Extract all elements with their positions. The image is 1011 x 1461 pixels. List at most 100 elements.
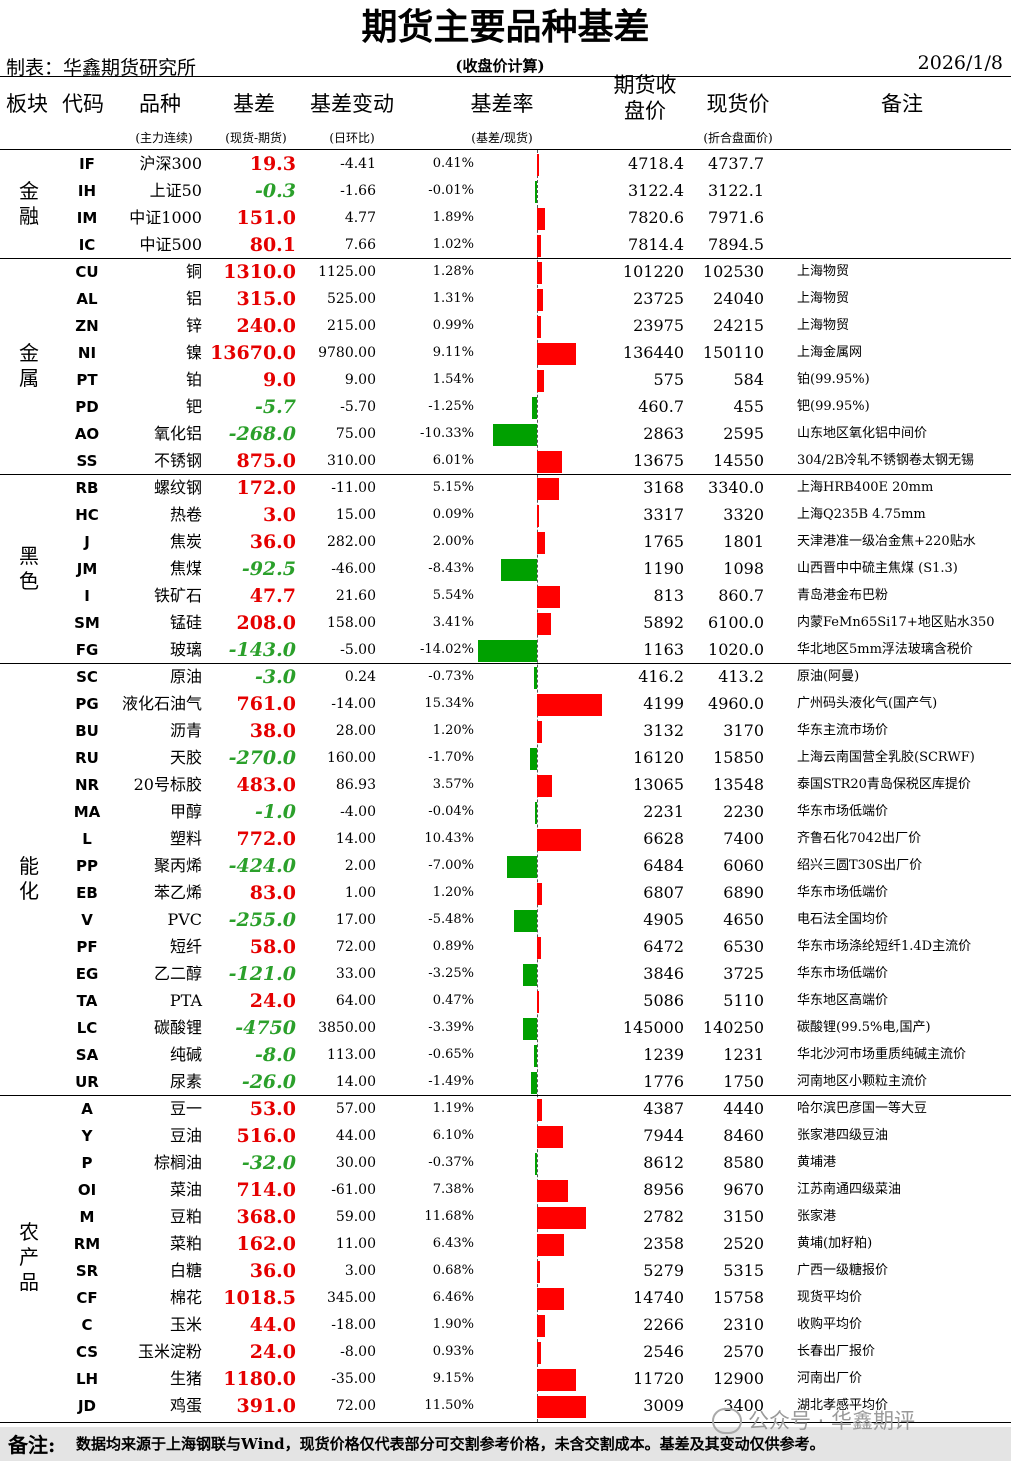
row-code: IF bbox=[79, 155, 95, 173]
row-change: 158.00 bbox=[327, 615, 376, 631]
row-basis: 19.3 bbox=[249, 153, 296, 175]
calc-note: (收盘价计算) bbox=[455, 57, 545, 75]
row-rate: 0.99% bbox=[432, 318, 474, 333]
row-spot: 1231 bbox=[723, 1045, 764, 1064]
table-row: NI 镍 13670.0 9780.00 9.11% 136440 150110 上海金属网 bbox=[0, 339, 1011, 366]
row-rate: 6.01% bbox=[432, 453, 474, 468]
row-spot: 8580 bbox=[723, 1153, 764, 1172]
rate-bar bbox=[537, 1396, 586, 1418]
row-rate: 0.89% bbox=[432, 939, 474, 954]
row-code: EG bbox=[75, 965, 99, 983]
row-change: 86.93 bbox=[335, 777, 376, 793]
row-note: 齐鲁石化7042出厂价 bbox=[797, 831, 922, 846]
row-change: -4.00 bbox=[340, 804, 376, 820]
row-spot: 2595 bbox=[723, 424, 764, 443]
row-code: RU bbox=[75, 749, 99, 767]
table-row: BU 沥青 38.0 28.00 1.20% 3132 3170 华东主流市场价 bbox=[0, 717, 1011, 744]
rate-bar bbox=[530, 1072, 537, 1094]
table-row: AL 铝 315.0 525.00 1.31% 23725 24040 上海物贸 bbox=[0, 285, 1011, 312]
table-row: PT 铂 9.0 9.00 1.54% 575 584 铂(99.95%) bbox=[0, 366, 1011, 393]
row-change: 0.24 bbox=[344, 669, 376, 685]
row-basis: -26.0 bbox=[241, 1071, 296, 1093]
row-code: PP bbox=[76, 857, 98, 875]
row-name: 豆一 bbox=[169, 1099, 202, 1118]
sector-label-char: 金 bbox=[19, 179, 39, 203]
row-spot: 13548 bbox=[713, 775, 764, 794]
row-futures: 460.7 bbox=[638, 397, 684, 416]
row-note: 上海HRB400E 20mm bbox=[797, 480, 934, 495]
row-basis: 151.0 bbox=[236, 207, 297, 229]
header-sector: 板块 bbox=[6, 92, 48, 116]
rate-bar bbox=[537, 235, 542, 257]
row-code: A bbox=[81, 1100, 93, 1118]
row-note: 原油(阿曼) bbox=[797, 669, 860, 684]
row-futures: 3122.4 bbox=[628, 181, 684, 200]
row-note: 收购平均价 bbox=[797, 1317, 863, 1332]
row-futures: 16120 bbox=[633, 748, 684, 767]
row-spot: 7400 bbox=[723, 829, 764, 848]
row-futures: 3168 bbox=[643, 478, 684, 497]
row-futures: 1190 bbox=[643, 559, 684, 578]
row-name: 白糖 bbox=[169, 1261, 202, 1280]
row-rate: 1.20% bbox=[432, 723, 474, 738]
row-spot: 413.2 bbox=[718, 667, 764, 686]
row-rate: 11.68% bbox=[424, 1209, 474, 1224]
table-row: IH 上证50 -0.3 -1.66 -0.01% 3122.4 3122.1 bbox=[0, 177, 1011, 204]
rate-bar bbox=[537, 721, 543, 743]
rate-bar bbox=[537, 1180, 569, 1202]
row-note: 上海物贸 bbox=[797, 291, 850, 306]
row-name: 天胶 bbox=[169, 748, 202, 767]
row-rate: 1.02% bbox=[432, 237, 474, 252]
row-name: 焦炭 bbox=[169, 532, 202, 551]
sector-label: 农产品 bbox=[0, 1220, 58, 1295]
row-code: C bbox=[81, 1316, 93, 1334]
row-note: 泰国STR20青岛保税区库提价 bbox=[797, 777, 971, 792]
row-note: 上海Q235B 4.75mm bbox=[797, 507, 926, 522]
table-row: CF 棉花 1018.5 345.00 6.46% 14740 15758 现货平均价 bbox=[0, 1284, 1011, 1311]
header-change-sub: (日环比) bbox=[329, 131, 375, 145]
row-basis: -255.0 bbox=[228, 909, 296, 931]
row-rate: -1.25% bbox=[428, 399, 474, 414]
row-basis: 315.0 bbox=[236, 288, 297, 310]
row-change: 28.00 bbox=[335, 723, 376, 739]
row-code: IM bbox=[76, 209, 98, 227]
table-row: PF 短纤 58.0 72.00 0.89% 6472 6530 华东市场涤纶短纤1.4D主流… bbox=[0, 933, 1011, 960]
row-name: 铝 bbox=[185, 289, 202, 308]
row-basis: 38.0 bbox=[249, 720, 296, 742]
row-code: CU bbox=[75, 263, 99, 281]
row-basis: 1018.5 bbox=[223, 1287, 296, 1309]
group-divider bbox=[0, 1095, 1011, 1096]
row-code: PT bbox=[76, 371, 98, 389]
header-basis: 基差 bbox=[233, 92, 275, 116]
row-futures: 2266 bbox=[643, 1315, 684, 1334]
row-futures: 6472 bbox=[643, 937, 684, 956]
table-row: CS 玉米淀粉 24.0 -8.00 0.93% 2546 2570 长春出厂报价 bbox=[0, 1338, 1011, 1365]
row-change: 282.00 bbox=[327, 534, 376, 550]
wechat-icon bbox=[712, 1408, 742, 1434]
row-rate: 0.41% bbox=[432, 156, 474, 171]
row-note: 河南地区小颗粒主流价 bbox=[797, 1074, 928, 1089]
table-row: TA PTA 24.0 64.00 0.47% 5086 5110 华东地区高端价 bbox=[0, 987, 1011, 1014]
row-spot: 860.7 bbox=[718, 586, 764, 605]
row-basis: 1180.0 bbox=[223, 1368, 296, 1390]
row-futures: 2358 bbox=[643, 1234, 684, 1253]
row-futures: 1239 bbox=[643, 1045, 684, 1064]
row-spot: 15850 bbox=[713, 748, 764, 767]
row-code: OI bbox=[77, 1181, 97, 1199]
row-spot: 6890 bbox=[723, 883, 764, 902]
table-row: Y 豆油 516.0 44.00 6.10% 7944 8460 张家港四级豆油 bbox=[0, 1122, 1011, 1149]
rate-bar bbox=[537, 316, 542, 338]
row-change: 9780.00 bbox=[318, 345, 376, 361]
rate-bar bbox=[535, 181, 537, 203]
row-change: 15.00 bbox=[335, 507, 376, 523]
row-note: 湖北孝感平均价 bbox=[797, 1398, 889, 1413]
row-change: -5.00 bbox=[340, 642, 376, 658]
row-basis: 36.0 bbox=[249, 1260, 296, 1282]
table-row: V PVC -255.0 17.00 -5.48% 4905 4650 电石法全国均价 bbox=[0, 906, 1011, 933]
row-note: 现货平均价 bbox=[797, 1290, 863, 1305]
row-basis: 772.0 bbox=[236, 828, 297, 850]
row-change: -61.00 bbox=[331, 1182, 376, 1198]
report-date: 2026/1/8 bbox=[917, 52, 1003, 74]
row-change: -35.00 bbox=[331, 1371, 376, 1387]
rate-bar bbox=[537, 991, 539, 1013]
